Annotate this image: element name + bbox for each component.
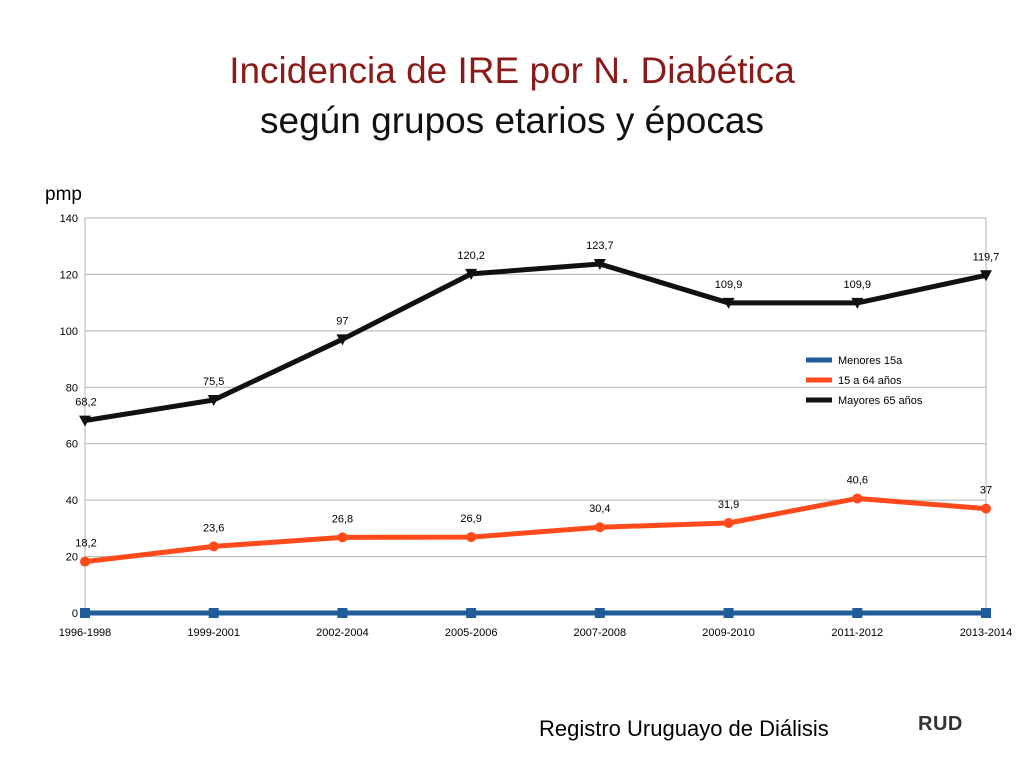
data-point-s1-6 [852,493,863,504]
data-point-s1-0 [80,556,90,567]
data-label-s2-1: 75,5 [203,376,224,388]
data-point-s0-0 [80,608,90,618]
data-label-s1-0: 18,2 [75,538,96,550]
x-tick-label-2009-2010: 2009-2010 [702,627,755,639]
series-line-2 [82,261,989,424]
data-label-s2-4: 123,7 [586,240,614,252]
data-label-s2-5: 109,9 [715,279,743,291]
chart-subtitle: según grupos etarios y épocas [260,100,764,141]
data-label-s2-2: 97 [336,315,348,327]
y-tick-label-20: 20 [66,552,78,564]
data-label-s1-5: 31,9 [718,499,739,511]
data-label-s1-6: 40,6 [847,474,868,486]
data-point-s0-7 [981,608,991,618]
source-credit: Registro Uruguayo de Diálisis [539,716,829,741]
data-point-s0-6 [852,608,863,618]
data-label-s2-0: 68,2 [75,397,96,409]
data-point-s2-6 [851,297,864,309]
y-axis-unit-label: pmp [45,184,82,205]
data-label-s2-3: 120,2 [457,250,485,262]
legend-label-1: 15 a 64 años [838,375,902,387]
data-point-s1-2 [337,532,348,543]
x-tick-label-2005-2006: 2005-2006 [445,627,498,639]
y-tick-label-140: 140 [60,213,78,225]
data-point-s2-7 [980,270,992,282]
data-point-s2-5 [722,297,735,309]
x-tick-label-2013-2014: 2013-2014 [960,627,1013,639]
legend-label-0: Menores 15a [838,355,903,367]
y-tick-label-120: 120 [60,269,78,281]
y-tick-label-0: 0 [72,608,78,620]
data-point-s0-3 [466,608,477,618]
x-tick-label-2002-2004: 2002-2004 [316,627,369,639]
y-tick-label-60: 60 [66,439,78,451]
x-tick-label-1999-2001: 1999-2001 [187,627,240,639]
series-line-1 [82,495,989,565]
y-tick-label-100: 100 [60,326,78,338]
data-point-s2-4 [593,258,606,270]
data-point-s0-4 [594,608,605,618]
data-point-s2-0 [79,415,91,427]
y-tick-label-40: 40 [66,495,78,507]
data-point-s2-2 [336,334,349,346]
data-point-s1-4 [594,522,605,533]
y-tick-label-80: 80 [66,382,78,394]
data-point-s2-1 [207,394,220,406]
data-point-s0-1 [208,608,219,618]
data-label-s1-7: 37 [980,485,992,497]
data-label-s2-6: 109,9 [844,279,872,291]
data-point-s2-3 [465,268,478,280]
legend-label-2: Mayores 65 años [838,395,923,407]
data-point-s0-5 [723,608,734,618]
data-label-s1-2: 26,8 [332,513,353,525]
x-tick-label-1996-1998: 1996-1998 [59,627,112,639]
data-point-s0-2 [337,608,348,618]
data-point-s1-1 [208,541,219,552]
data-label-s1-4: 30,4 [589,503,610,515]
data-point-s1-3 [466,532,477,543]
x-tick-label-2011-2012: 2011-2012 [831,627,883,639]
x-tick-label-2007-2008: 2007-2008 [574,627,627,639]
chart-title: Incidencia de IRE por N. Diabética [229,50,795,91]
rud-logo: RUD [918,713,963,735]
plot-frame [84,217,987,614]
data-point-s1-5 [723,517,734,528]
data-point-s1-7 [981,503,991,514]
data-label-s1-1: 23,6 [203,522,224,534]
data-label-s1-3: 26,9 [460,513,481,525]
data-label-s2-7: 119,7 [973,251,1000,263]
